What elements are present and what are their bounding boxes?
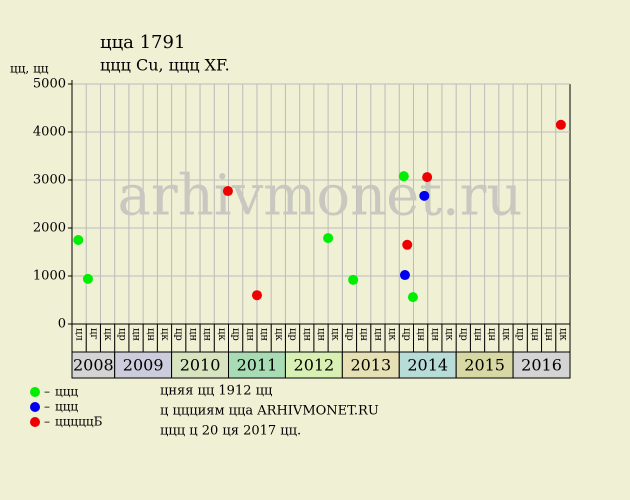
legend-dash: – — [44, 415, 50, 429]
column-label: цн — [372, 328, 383, 341]
column-label: цк — [444, 328, 455, 341]
data-point — [398, 171, 409, 182]
y-tick-label: 1000 — [33, 269, 66, 284]
column-label: цр — [458, 328, 469, 341]
column-label: цр — [515, 328, 526, 341]
data-point — [73, 235, 84, 245]
column-label: цр — [344, 328, 355, 341]
column-label: цн — [429, 328, 440, 341]
column-label: цн — [244, 328, 255, 341]
watermark: arhivmonet.ru — [118, 164, 523, 229]
column-label: цн — [472, 328, 483, 341]
note: цняя цц 1912 цц — [160, 384, 272, 399]
legend-label: цццццБ — [55, 415, 103, 429]
legend-label: ццц — [55, 385, 78, 399]
year-label: 2014 — [407, 356, 448, 375]
column-label: цн — [358, 328, 369, 341]
y-tick-label: 5000 — [33, 77, 66, 92]
column-label: цн — [259, 328, 270, 341]
legend-dash: – — [44, 400, 50, 414]
data-point — [402, 239, 413, 250]
column-label: цк — [557, 328, 568, 341]
year-label: 2015 — [464, 356, 505, 375]
data-point — [555, 119, 566, 130]
column-label: цн — [529, 328, 540, 341]
column-label: цк — [216, 328, 227, 341]
year-label: 2013 — [350, 356, 391, 375]
column-label: цн — [131, 328, 142, 341]
data-point — [251, 290, 262, 301]
column-label: цр — [173, 328, 184, 341]
y-tick-label: 4000 — [33, 125, 66, 140]
year-label: 2010 — [180, 356, 221, 375]
column-label: цр — [401, 328, 412, 341]
legend-marker — [30, 402, 40, 412]
column-label: цк — [387, 328, 398, 341]
column-label: цл — [74, 328, 85, 341]
legend-marker — [30, 417, 40, 427]
year-band — [455, 351, 514, 379]
y-tick-label: 2000 — [33, 221, 66, 236]
data-point — [323, 233, 334, 244]
year-label: 2012 — [294, 356, 335, 375]
y-axis-label: цц, цц — [10, 62, 49, 76]
column-label: цр — [287, 328, 298, 341]
column-label: цн — [187, 328, 198, 341]
y-tick-label: 3000 — [33, 173, 66, 188]
data-point — [419, 190, 430, 201]
column-label: цк — [159, 328, 170, 341]
year-band — [114, 351, 173, 379]
column-label: цн — [301, 328, 312, 341]
year-band — [341, 351, 400, 379]
data-point — [348, 274, 359, 285]
column-label: цк — [330, 328, 341, 341]
column-label: цг — [88, 328, 99, 340]
legend-marker — [30, 387, 40, 397]
data-point — [222, 186, 233, 197]
column-label: цн — [486, 328, 497, 341]
legend-label: ццц — [55, 400, 78, 414]
year-band — [71, 351, 116, 379]
column-label: цн — [543, 328, 554, 341]
y-tick-label: 0 — [58, 317, 66, 332]
column-label: цн — [145, 328, 156, 341]
chart-subtitle: ццц Cu, ццц XF. — [100, 56, 230, 75]
chart-title: ццa 1791 — [100, 32, 185, 53]
column-label: цк — [273, 328, 284, 341]
year-label: 2009 — [123, 356, 164, 375]
column-label: цн — [202, 328, 213, 341]
note: ц ццциям цца ARHIVMONET.RU — [160, 404, 379, 419]
year-label: 2016 — [521, 356, 562, 375]
year-label: 2011 — [237, 356, 278, 375]
year-band — [512, 351, 571, 379]
data-point — [82, 273, 93, 284]
data-point — [407, 292, 418, 303]
data-point — [399, 270, 410, 281]
legend-dash: – — [44, 385, 50, 399]
column-label: цр — [230, 328, 241, 341]
column-label: цн — [316, 328, 327, 341]
year-band — [398, 351, 457, 379]
column-label: цк — [102, 328, 113, 341]
column-label: цр — [116, 328, 127, 341]
note: ццц ц 20 ця 2017 цц. — [160, 424, 301, 439]
column-label: цк — [500, 328, 511, 341]
year-label: 2008 — [73, 356, 114, 375]
year-band — [284, 351, 343, 379]
column-label: цн — [415, 328, 426, 341]
data-point — [422, 172, 433, 183]
